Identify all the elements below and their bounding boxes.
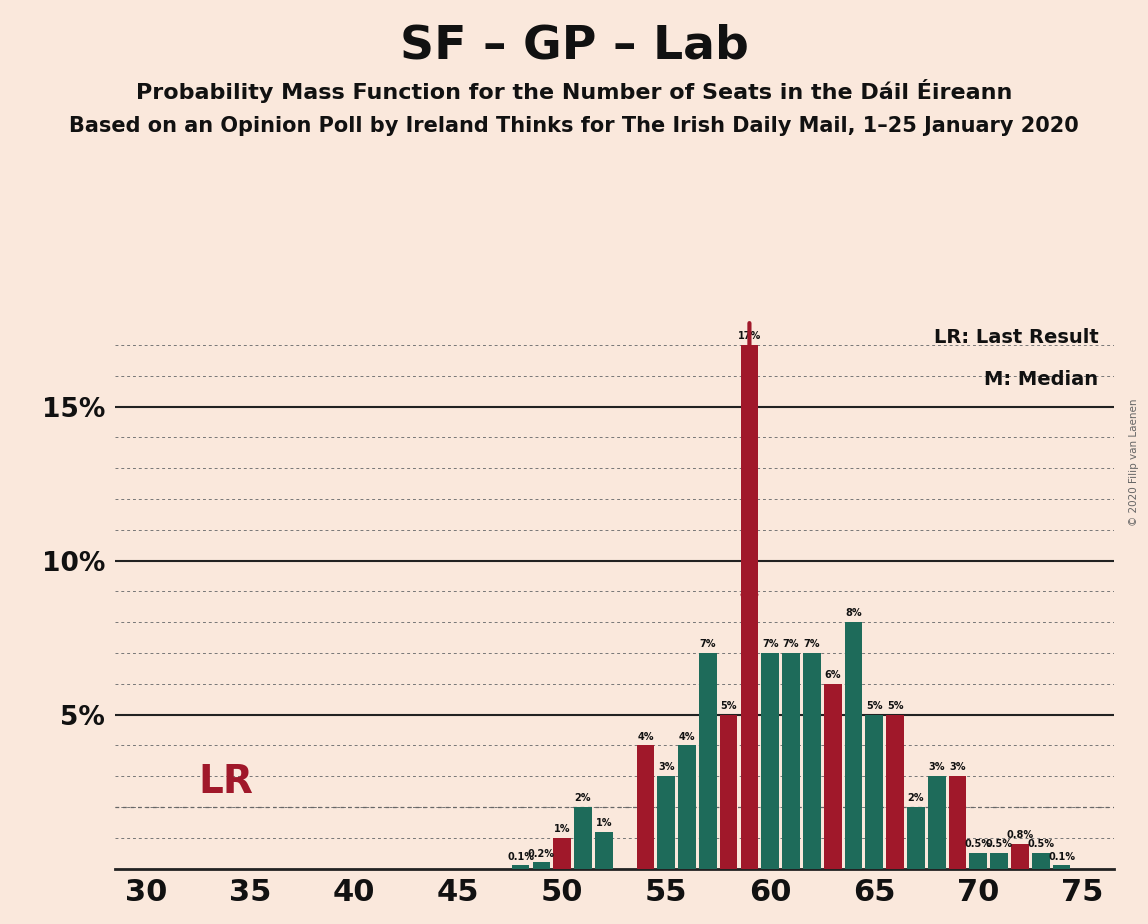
Text: LR: LR (197, 763, 253, 801)
Text: 7%: 7% (762, 639, 778, 650)
Bar (720, 714, 737, 869)
Bar (553, 838, 571, 869)
Text: 7%: 7% (804, 639, 820, 650)
Text: Based on an Opinion Poll by Ireland Thinks for The Irish Daily Mail, 1–25 Januar: Based on an Opinion Poll by Ireland Thin… (69, 116, 1079, 136)
Bar (845, 622, 862, 869)
Bar (948, 776, 967, 869)
Text: 0.2%: 0.2% (528, 849, 554, 858)
Text: 8%: 8% (845, 609, 862, 618)
Bar (866, 714, 883, 869)
Text: 2%: 2% (575, 794, 591, 803)
Text: 1%: 1% (554, 824, 571, 834)
Bar (824, 684, 841, 869)
Bar (991, 853, 1008, 869)
Bar (595, 832, 613, 869)
Text: LR: Last Result: LR: Last Result (933, 328, 1099, 347)
Text: 2%: 2% (908, 794, 924, 803)
Text: 0.5%: 0.5% (1027, 840, 1054, 849)
Text: © 2020 Filip van Laenen: © 2020 Filip van Laenen (1128, 398, 1139, 526)
Bar (658, 776, 675, 869)
Bar (886, 714, 903, 869)
Bar (1032, 853, 1049, 869)
Bar (678, 746, 696, 869)
Text: 5%: 5% (721, 701, 737, 711)
Text: Probability Mass Function for the Number of Seats in the Dáil Éireann: Probability Mass Function for the Number… (135, 79, 1013, 103)
Bar (533, 862, 550, 869)
Bar (761, 653, 779, 869)
Bar (512, 866, 529, 869)
Text: 0.5%: 0.5% (986, 840, 1013, 849)
Bar (907, 807, 925, 869)
Bar (802, 653, 821, 869)
Text: 4%: 4% (678, 732, 696, 742)
Text: 0.8%: 0.8% (1007, 831, 1033, 840)
Bar (740, 345, 759, 869)
Text: 5%: 5% (866, 701, 883, 711)
Text: 17%: 17% (738, 332, 761, 341)
Text: 4%: 4% (637, 732, 653, 742)
Text: 1%: 1% (596, 818, 612, 828)
Bar (928, 776, 946, 869)
Text: 3%: 3% (949, 762, 965, 772)
Bar (969, 853, 987, 869)
Text: 3%: 3% (658, 762, 674, 772)
Text: 6%: 6% (824, 670, 840, 680)
Bar (574, 807, 592, 869)
Text: 0.1%: 0.1% (507, 852, 534, 862)
Text: 3%: 3% (929, 762, 945, 772)
Text: 7%: 7% (783, 639, 799, 650)
Bar (1011, 844, 1029, 869)
Text: 5%: 5% (887, 701, 903, 711)
Text: SF – GP – Lab: SF – GP – Lab (400, 23, 748, 68)
Text: M: Median: M: Median (985, 370, 1099, 389)
Bar (1053, 866, 1070, 869)
Bar (699, 653, 716, 869)
Bar (636, 746, 654, 869)
Text: 0.5%: 0.5% (964, 840, 992, 849)
Bar (782, 653, 800, 869)
Text: 0.1%: 0.1% (1048, 852, 1075, 862)
Text: 7%: 7% (699, 639, 716, 650)
